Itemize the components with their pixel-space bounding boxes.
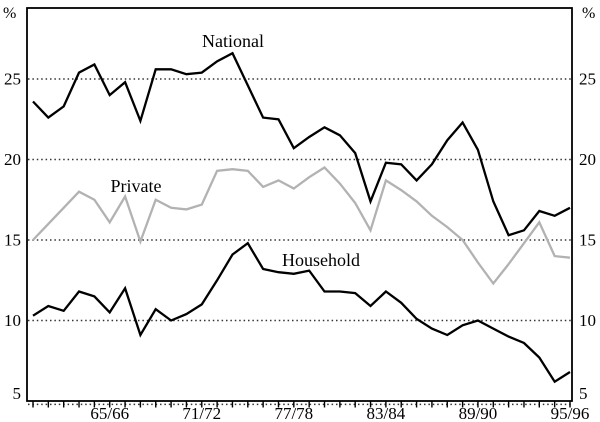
x-axis-label-95-96: 95/96 (551, 404, 590, 422)
y-axis-label-left-10: 10 (4, 311, 21, 330)
y-axis-label-left-20: 20 (4, 150, 21, 169)
percent-symbol-right: % (582, 5, 595, 22)
chart-frame (26, 7, 573, 402)
series-line-household (32, 241, 571, 384)
y-axis-label-left-25: 25 (4, 70, 21, 89)
x-axis-label-83-84: 83/84 (367, 404, 406, 422)
series-line-private (32, 166, 571, 286)
y-axis-label-right-20: 20 (579, 150, 596, 169)
series-label-private: Private (111, 176, 162, 196)
y-axis-label-right-5: 5 (579, 384, 588, 403)
series-label-national: National (202, 31, 264, 51)
y-axis-label-right-25: 25 (579, 70, 596, 89)
x-axis-label-89-90: 89/90 (459, 404, 498, 422)
y-axis-label-left-15: 15 (4, 231, 21, 250)
x-axis-label-71-72: 71/72 (182, 404, 221, 422)
y-axis-label-left-5: 5 (13, 384, 22, 403)
series-line-national (32, 51, 571, 237)
x-axis-label-77-78: 77/78 (274, 404, 313, 422)
x-axis-label-65-66: 65/66 (90, 404, 129, 422)
y-axis-label-right-10: 10 (579, 311, 596, 330)
percent-symbol-left: % (3, 5, 16, 22)
y-axis-label-right-15: 15 (579, 231, 596, 250)
series-label-household: Household (282, 250, 360, 270)
